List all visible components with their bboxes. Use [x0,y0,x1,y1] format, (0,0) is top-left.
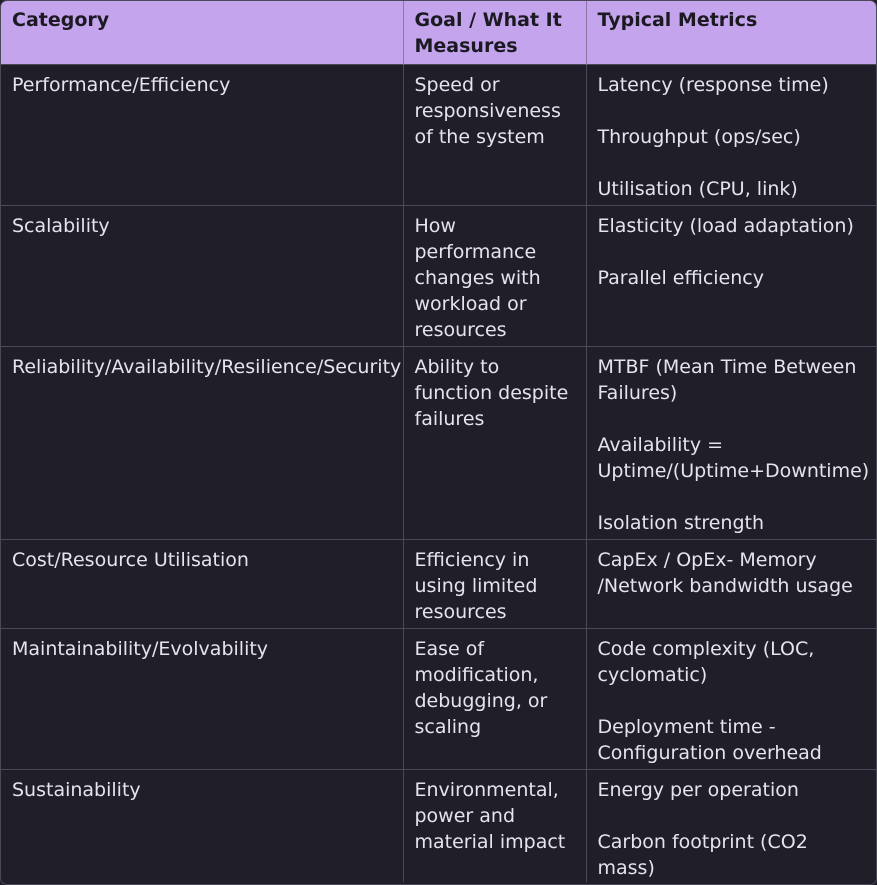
metric-item: Latency (response time) [597,73,829,96]
header-goal: Goal / What It Measures [402,1,586,64]
category-cell: Performance/Efficiency [1,63,403,205]
metric-item: Energy per operation [597,778,799,801]
metrics-cell: Elasticity (load adaptation) Parallel ef… [585,204,876,346]
category-cell: Scalability [1,204,403,346]
metric-item: MTBF (Mean Time Between Failures) [597,355,857,404]
category-cell: Maintainability/Evolvability [1,627,403,769]
goal-cell: Ease of modification, debugging, or scal… [402,627,586,769]
category-cell: Sustainability [1,768,403,882]
metric-item: CapEx / OpEx- Memory /Network bandwidth … [597,548,853,597]
metric-item: Carbon footprint (CO2 mass) [597,830,808,879]
metrics-cell: Latency (response time) Throughput (ops/… [585,63,876,205]
category-cell: Cost/Resource Utilisation [1,538,403,628]
metric-item: Elasticity (load adaptation) [597,214,854,237]
header-metrics: Typical Metrics [585,1,876,64]
metric-item: Availability = Uptime/(Uptime+Downtime) [597,433,870,482]
category-cell: Reliability/Availability/Resilience/Secu… [1,345,403,539]
metrics-cell: MTBF (Mean Time Between Failures) Availa… [585,345,876,539]
goal-cell: How performance changes with workload or… [402,204,586,346]
goal-cell: Ability to function despite failures [402,345,586,539]
table-row: Scalability How performance changes with… [1,204,876,346]
metric-item: Utilisation (CPU, link) [597,177,798,200]
table-row: Reliability/Availability/Resilience/Secu… [1,345,876,539]
metrics-cell: Code complexity (LOC, cyclomatic) Deploy… [585,627,876,769]
goal-cell: Environmental, power and material impact [402,768,586,882]
table-row: Cost/Resource Utilisation Efficiency in … [1,538,876,628]
table-row: Sustainability Environmental, power and … [1,768,876,882]
table-row: Performance/Efficiency Speed or responsi… [1,63,876,205]
metric-item: Isolation strength [597,511,765,534]
table-row: Maintainability/Evolvability Ease of mod… [1,627,876,769]
goal-cell: Efficiency in using limited resources [402,538,586,628]
metrics-cell: Energy per operation Carbon footprint (C… [585,768,876,882]
metric-item: Parallel efficiency [597,266,764,289]
header-category: Category [12,9,110,31]
goal-cell: Speed or responsiveness of the system [402,63,586,205]
metric-item: Deployment time - Configuration overhead [597,715,822,764]
metric-item: Throughput (ops/sec) [597,125,801,148]
table-header-row: Category Goal / What It Measures Typical… [1,1,876,64]
metric-item: Code complexity (LOC, cyclomatic) [597,637,815,686]
metrics-cell: CapEx / OpEx- Memory /Network bandwidth … [585,538,876,628]
